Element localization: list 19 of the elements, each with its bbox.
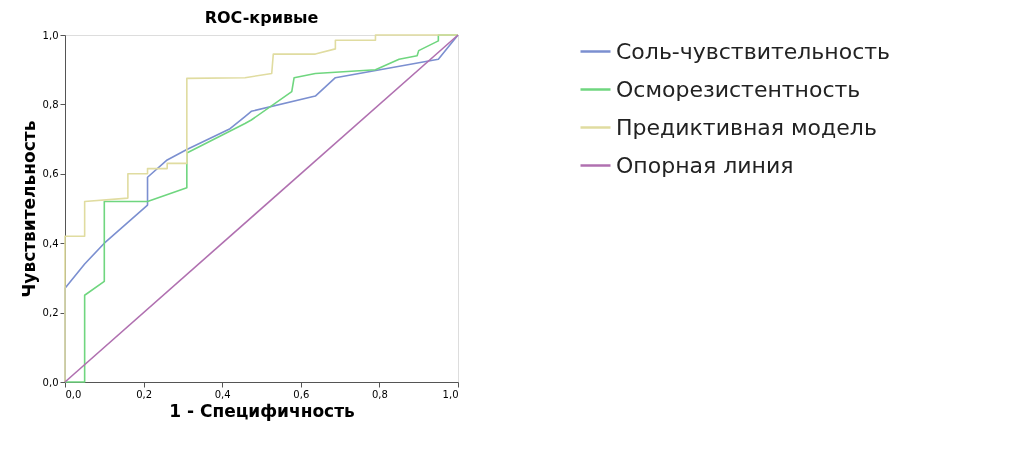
- x-axis-title: 1 - Специфичность: [169, 400, 355, 421]
- y-tick-label: 1,0: [42, 29, 59, 41]
- y-tick-label: 0,6: [42, 168, 59, 180]
- x-tick-label: 0,2: [136, 388, 153, 400]
- legend-label: Опорная линия: [616, 152, 794, 178]
- legend-label: Предиктивная модель: [616, 114, 877, 140]
- x-tick-label: 1,0: [442, 388, 459, 400]
- y-tick-label: 0,2: [42, 307, 59, 319]
- y-tick-label: 0,8: [42, 98, 59, 110]
- x-tick-label: 0,6: [293, 388, 310, 400]
- x-tick-label: 0,4: [214, 388, 231, 400]
- x-tick-label: 0,8: [371, 388, 388, 400]
- legend-label: Соль-чувствительность: [616, 38, 891, 64]
- y-tick-label: 0,0: [42, 376, 59, 388]
- legend-label: Осморезистентность: [616, 76, 861, 102]
- y-tick-label: 0,4: [42, 237, 59, 249]
- x-tick-label: 0,0: [65, 388, 82, 400]
- y-axis-title: Чувствительность: [18, 120, 39, 298]
- chart-title: ROC-кривые: [204, 8, 319, 27]
